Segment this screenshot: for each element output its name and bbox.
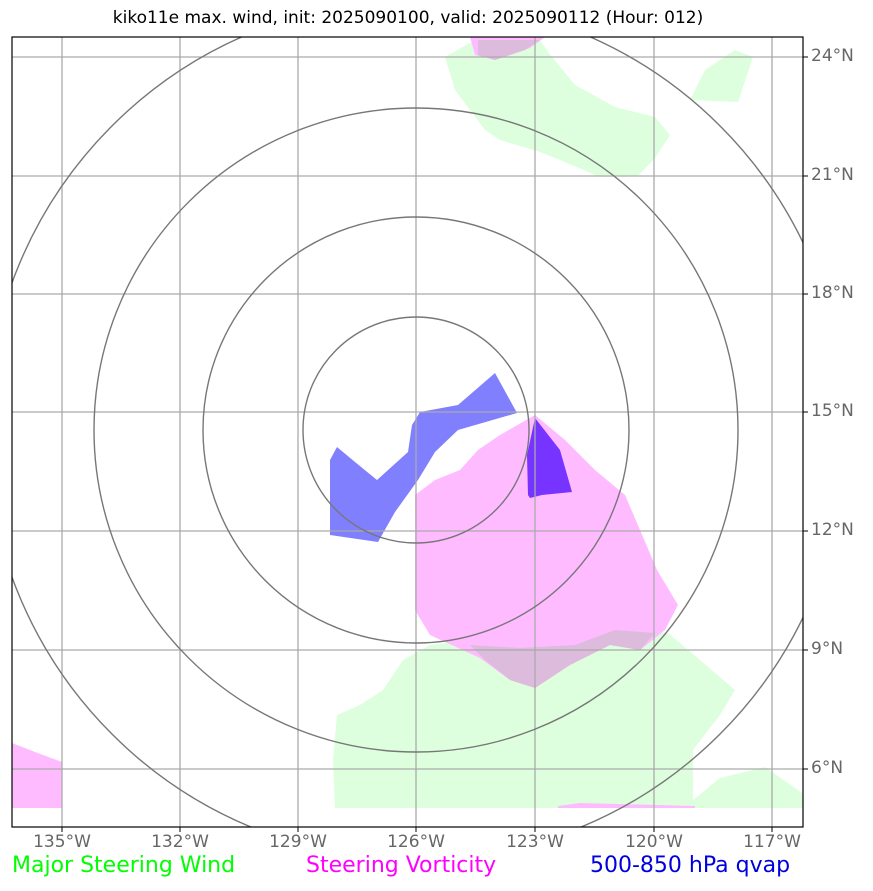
lon-label-126w: 126°W xyxy=(387,832,445,852)
lon-label-123w: 123°W xyxy=(506,832,564,852)
lat-label-9n: 9°N xyxy=(811,639,844,659)
lat-label-24n: 24°N xyxy=(811,46,854,66)
lat-label-12n: 12°N xyxy=(811,520,854,540)
lat-label-6n: 6°N xyxy=(811,758,844,778)
lat-label-15n: 15°N xyxy=(811,401,854,421)
lat-label-21n: 21°N xyxy=(811,165,854,185)
legend-qvap: 500-850 hPa qvap xyxy=(590,853,791,878)
lon-label-135w: 135°W xyxy=(33,832,91,852)
range-rings xyxy=(12,37,803,827)
map-frame xyxy=(11,36,804,828)
axis-ticks xyxy=(61,56,808,832)
lon-label-132w: 132°W xyxy=(151,832,209,852)
vorticity-wind-overlap xyxy=(470,630,655,688)
map-title: kiko11e max. wind, init: 2025090100, val… xyxy=(112,8,704,28)
vorticity-wind-overlap-top xyxy=(478,40,540,60)
lon-label-120w: 120°W xyxy=(625,832,683,852)
qvap-areas xyxy=(330,373,572,542)
lat-label-18n: 18°N xyxy=(811,283,854,303)
graticule xyxy=(12,37,803,827)
steering-wind-areas xyxy=(333,40,803,808)
lon-label-117w: 117°W xyxy=(743,832,801,852)
legend-steering-vorticity: Steering Vorticity xyxy=(306,853,497,878)
legend-steering-wind: Major Steering Wind xyxy=(12,853,236,878)
lon-label-129w: 129°W xyxy=(269,832,327,852)
